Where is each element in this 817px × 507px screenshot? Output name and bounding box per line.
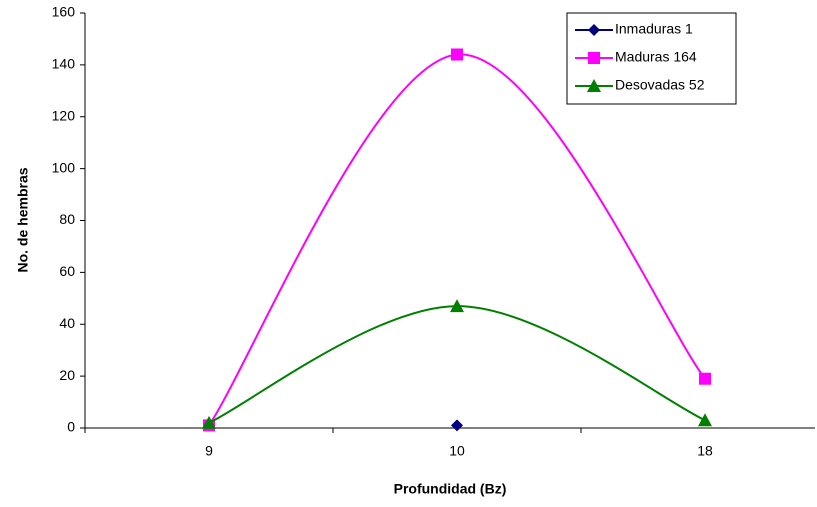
x-axis-label: Profundidad (Bz): [394, 481, 507, 497]
y-tick-label: 120: [52, 107, 76, 123]
x-tick-label: 18: [697, 443, 713, 459]
point: [451, 48, 463, 61]
point: [202, 415, 216, 429]
series-line: [208, 53, 706, 426]
x-tick-label: 10: [449, 443, 465, 459]
legend-label: Maduras 164: [615, 49, 697, 65]
point: [699, 372, 711, 385]
y-tick-label: 140: [52, 56, 76, 72]
point: [451, 419, 463, 432]
legend-label: Desovadas 52: [615, 77, 705, 93]
y-axis-label: No. de hembras: [15, 167, 31, 272]
y-tick-label: 60: [59, 263, 75, 279]
point: [698, 413, 712, 427]
legend-marker: [588, 24, 600, 36]
legend-marker: [588, 52, 600, 64]
series-line: [208, 305, 706, 424]
y-tick-label: 160: [52, 4, 76, 20]
y-tick-label: 80: [59, 211, 75, 227]
y-tick-label: 40: [59, 315, 75, 331]
legend-label: Inmaduras 1: [615, 21, 693, 37]
x-tick-label: 9: [205, 443, 213, 459]
y-tick-label: 0: [67, 419, 75, 435]
legend-marker: [587, 79, 601, 92]
y-tick-label: 20: [59, 367, 75, 383]
point: [450, 299, 464, 313]
y-tick-label: 100: [52, 159, 76, 175]
